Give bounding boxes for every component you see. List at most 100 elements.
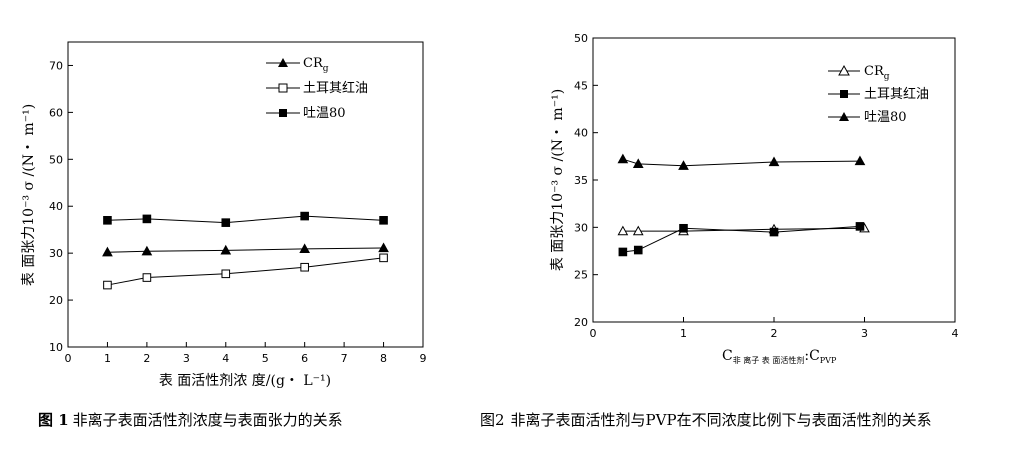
y-tick-label: 50 bbox=[49, 153, 63, 166]
chart-1-legend-turkey-red-oil: 土耳其红油 bbox=[303, 80, 368, 96]
chart-2-series bbox=[617, 153, 870, 257]
chart-1-series-0-point bbox=[102, 246, 113, 257]
chart-2-y-label: 表 面张力10⁻³ σ /(N・ m⁻¹) bbox=[550, 89, 566, 271]
chart-2-x-label-sep: :C bbox=[804, 348, 819, 364]
chart-2-series-1-line bbox=[622, 225, 861, 253]
chart-1: 0 1 2 3 4 5 6 7 8 9 10 20 30 40 50 60 70 表 面活性剂浓 度/(g・ … bbox=[21, 41, 427, 429]
chart-2-series-2-point bbox=[678, 160, 689, 170]
chart-2-x-label-c: C bbox=[722, 348, 733, 364]
y-tick-label: 35 bbox=[574, 174, 588, 187]
chart-2-x-label-sub2: PVP bbox=[820, 356, 837, 365]
chart-2-series-1-point bbox=[618, 247, 628, 257]
chart-1-series-0 bbox=[102, 242, 389, 257]
chart-1-series-2-point bbox=[221, 218, 231, 227]
x-tick-label: 1 bbox=[104, 352, 111, 365]
y-tick-label: 20 bbox=[49, 294, 63, 307]
x-tick-label: 8 bbox=[380, 352, 387, 365]
chart-1-caption-prefix: 图 1 bbox=[38, 411, 69, 429]
chart-2-legend-marker-turkey-red-oil bbox=[840, 90, 848, 98]
y-tick-label: 40 bbox=[49, 200, 63, 213]
x-tick-label: 4 bbox=[952, 327, 959, 340]
chart-1-legend-crg-sub: g bbox=[323, 64, 329, 74]
x-tick-label: 4 bbox=[222, 352, 229, 365]
chart-2-series-2-line bbox=[622, 158, 860, 167]
x-tick-label: 0 bbox=[590, 327, 597, 340]
chart-1-series-2-point bbox=[379, 216, 388, 225]
chart-1-series-2 bbox=[103, 211, 388, 227]
chart-1-legend-tween80: 吐温80 bbox=[303, 106, 346, 121]
y-tick-label: 30 bbox=[574, 221, 588, 234]
chart-2-x-label-sub: 非 离子 表 面活性剂 bbox=[733, 355, 805, 365]
chart-2-caption-prefix: 图2 bbox=[480, 411, 505, 429]
chart-2-plot-frame bbox=[592, 37, 956, 323]
chart-1-series-1 bbox=[103, 253, 388, 290]
x-tick-label: 0 bbox=[65, 352, 72, 365]
y-tick-label: 20 bbox=[574, 316, 588, 329]
chart-1-plot-frame bbox=[67, 41, 424, 348]
chart-2-series-1-point bbox=[769, 227, 779, 237]
chart-2-legend-crg-sub: g bbox=[884, 72, 890, 82]
chart-2-legend-marker-crg bbox=[838, 64, 850, 76]
chart-1-series-0-point bbox=[299, 243, 311, 254]
chart-2-series-0 bbox=[617, 222, 870, 236]
chart-1-series-1-point bbox=[221, 269, 231, 279]
chart-1-caption: 图 1 非离子表面活性剂浓度与表面张力的关系 bbox=[38, 411, 343, 429]
chart-2-caption: 图2 非离子表面活性剂与PVP在不同浓度比例下与表面活性剂的关系 bbox=[480, 411, 932, 429]
chart-2-legend: CRg 土耳其红油 吐温80 bbox=[828, 64, 929, 125]
chart-2-legend-tween80: 吐温80 bbox=[864, 110, 907, 125]
x-tick-label: 2 bbox=[143, 352, 150, 365]
chart-1-series-2-point bbox=[300, 211, 309, 221]
chart-1-series-2-point bbox=[142, 214, 152, 224]
chart-2-series-2-point bbox=[617, 153, 629, 164]
chart-1-series-1-point bbox=[142, 273, 152, 282]
x-tick-label: 6 bbox=[301, 352, 308, 365]
chart-2-series-0-point bbox=[632, 225, 644, 236]
chart-1-series-1-point bbox=[103, 280, 112, 290]
chart-2-legend-marker-tween80 bbox=[839, 112, 849, 121]
chart-1-legend-marker-turkey-red-oil bbox=[278, 83, 288, 93]
chart-2-series-2-point bbox=[632, 158, 644, 169]
chart-2-series-2 bbox=[617, 153, 866, 170]
chart-2-series-2-point bbox=[768, 156, 780, 167]
chart-1-series-1-point bbox=[379, 253, 388, 263]
chart-1-series-1-point bbox=[300, 262, 309, 272]
chart-2-series-1-point bbox=[633, 245, 643, 255]
chart-2-series-2-point bbox=[854, 155, 866, 166]
chart-1-y-axis: 10 20 30 40 50 60 70 bbox=[49, 59, 73, 354]
x-tick-label: 9 bbox=[420, 352, 427, 365]
chart-2-y-axis: 20 25 30 35 40 45 50 bbox=[574, 32, 598, 329]
chart-1-x-axis: 0 1 2 3 4 5 6 7 8 9 bbox=[65, 342, 427, 365]
x-tick-label: 3 bbox=[183, 352, 190, 365]
chart-1-caption-text: 非离子表面活性剂浓度与表面张力的关系 bbox=[73, 411, 343, 429]
chart-1-series-0-point bbox=[378, 242, 389, 253]
chart-2-caption-text: 非离子表面活性剂与PVP在不同浓度比例下与表面活性剂的关系 bbox=[511, 411, 932, 429]
chart-2: 0 1 2 3 4 20 25 30 35 40 45 50 C非 离子 表 面活性剂:CPVP 表… bbox=[480, 32, 959, 429]
chart-1-series-0-point bbox=[220, 244, 232, 255]
chart-2-x-label: C非 离子 表 面活性剂:CPVP bbox=[722, 348, 837, 365]
chart-2-legend-crg-label: CR bbox=[864, 64, 885, 79]
y-tick-label: 70 bbox=[49, 59, 63, 72]
y-tick-label: 10 bbox=[49, 341, 63, 354]
chart-1-y-label: 表 面张力10⁻³ σ /(N・ m⁻¹) bbox=[21, 104, 37, 286]
chart-1-legend-marker-tween80 bbox=[279, 109, 287, 117]
chart-1-legend-crg: CRg bbox=[303, 56, 329, 74]
y-tick-label: 40 bbox=[574, 127, 588, 140]
y-tick-label: 25 bbox=[574, 269, 588, 282]
x-tick-label: 2 bbox=[771, 327, 778, 340]
y-tick-label: 60 bbox=[49, 106, 63, 119]
chart-1-series-0-point bbox=[141, 245, 153, 256]
chart-1-legend-marker-crg bbox=[278, 58, 288, 67]
x-tick-label: 7 bbox=[341, 352, 348, 365]
chart-1-x-label: 表 面活性剂浓 度/(g・ L⁻¹) bbox=[159, 373, 331, 389]
chart-1-series bbox=[102, 211, 389, 290]
y-tick-label: 30 bbox=[49, 247, 63, 260]
chart-2-series-0-point bbox=[617, 225, 629, 236]
chart-2-series-1-point bbox=[679, 223, 688, 233]
chart-1-legend-crg-label: CR bbox=[303, 56, 324, 71]
chart-2-legend-turkey-red-oil: 土耳其红油 bbox=[864, 86, 929, 102]
chart-2-series-1-point bbox=[855, 222, 865, 231]
x-tick-label: 5 bbox=[262, 352, 269, 365]
chart-1-legend: CRg 土耳其红油 吐温80 bbox=[266, 56, 368, 121]
chart-2-x-axis: 0 1 2 3 4 bbox=[590, 317, 959, 340]
